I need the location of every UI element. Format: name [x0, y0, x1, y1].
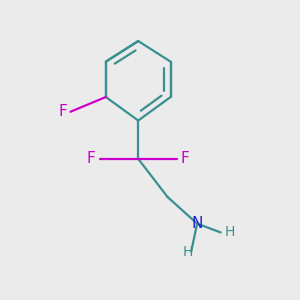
Text: F: F [181, 151, 190, 166]
Text: F: F [58, 104, 67, 119]
Text: F: F [87, 151, 95, 166]
Text: H: H [183, 244, 194, 259]
Text: N: N [191, 216, 203, 231]
Text: H: H [224, 225, 235, 239]
